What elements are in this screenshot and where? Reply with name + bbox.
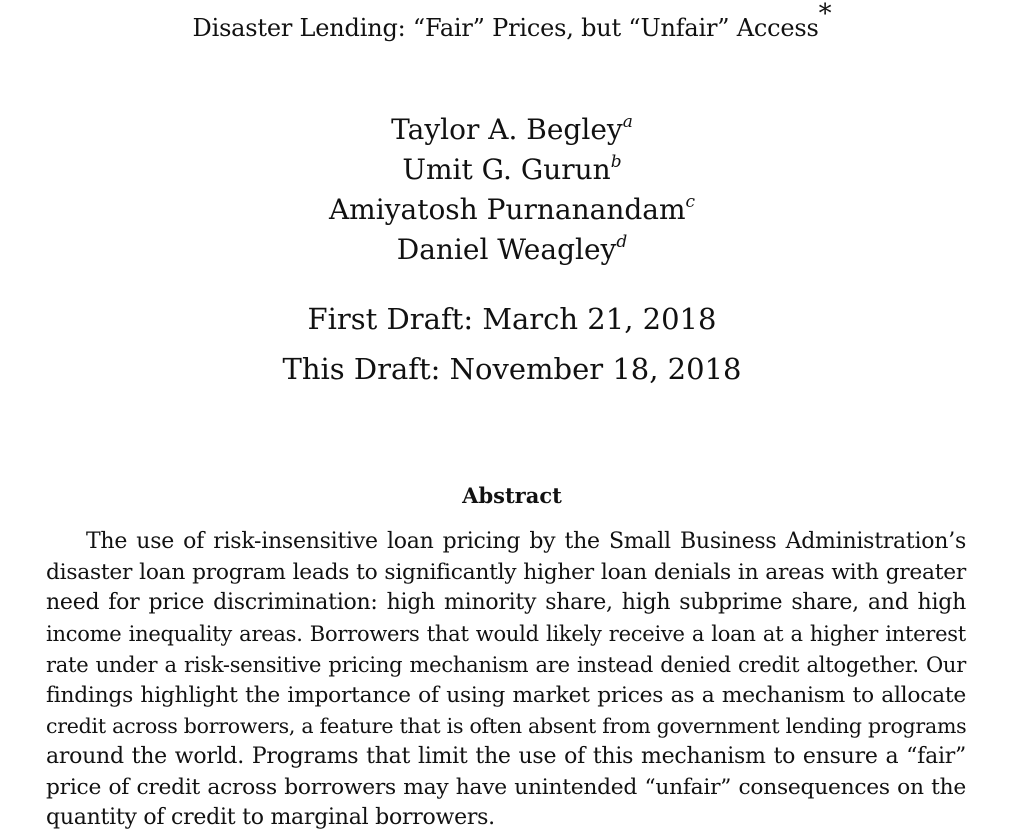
author-entry: Taylor A. Begleya: [0, 110, 1024, 150]
author-list: Taylor A. Begleya Umit G. Gurunb Amiyato…: [0, 110, 1024, 270]
abstract-line: rate under a risk-sensitive pricing mech…: [46, 652, 966, 677]
author-name: Umit G. Gurun: [402, 153, 611, 186]
author-name: Daniel Weagley: [396, 233, 617, 266]
author-entry: Daniel Weagleyd: [0, 230, 1024, 270]
author-entry: Amiyatosh Purnanandamc: [0, 190, 1024, 230]
affiliation-mark: c: [685, 192, 696, 212]
affiliation-mark: d: [616, 232, 628, 252]
abstract-line: around the world. Programs that limit th…: [46, 743, 966, 769]
abstract-line: price of credit across borrowers may hav…: [46, 774, 966, 800]
affiliation-mark: b: [610, 152, 622, 172]
paper-title-text: Disaster Lending: “Fair” Prices, but “Un…: [192, 14, 819, 42]
abstract-line: disaster loan program leads to significa…: [46, 559, 966, 585]
author-name: Taylor A. Begley: [391, 113, 623, 146]
author-name: Amiyatosh Purnanandam: [328, 193, 686, 226]
affiliation-mark: a: [622, 112, 633, 132]
first-draft-date: First Draft: March 21, 2018: [307, 302, 717, 336]
abstract-body: The use of risk-insensitive loan pricing…: [46, 527, 967, 834]
abstract-line: credit across borrowers, a feature that …: [46, 714, 967, 739]
abstract-line: The use of risk-insensitive loan pricing…: [86, 529, 966, 554]
author-entry: Umit G. Gurunb: [0, 150, 1024, 190]
abstract-heading: Abstract: [462, 483, 562, 508]
draft-dates: First Draft: March 21, 2018 This Draft: …: [0, 294, 1024, 394]
abstract-line: findings highlight the importance of usi…: [46, 682, 966, 708]
abstract-line: need for price discrimination: high mino…: [46, 590, 966, 616]
abstract-line: income inequality areas. Borrowers that …: [46, 622, 966, 647]
this-draft-date: This Draft: November 18, 2018: [282, 352, 742, 386]
paper-title: Disaster Lending: “Fair” Prices, but “Un…: [0, 1, 1024, 50]
title-footnote-mark: *: [818, 0, 832, 29]
abstract-line: quantity of credit to marginal borrowers…: [46, 805, 495, 831]
